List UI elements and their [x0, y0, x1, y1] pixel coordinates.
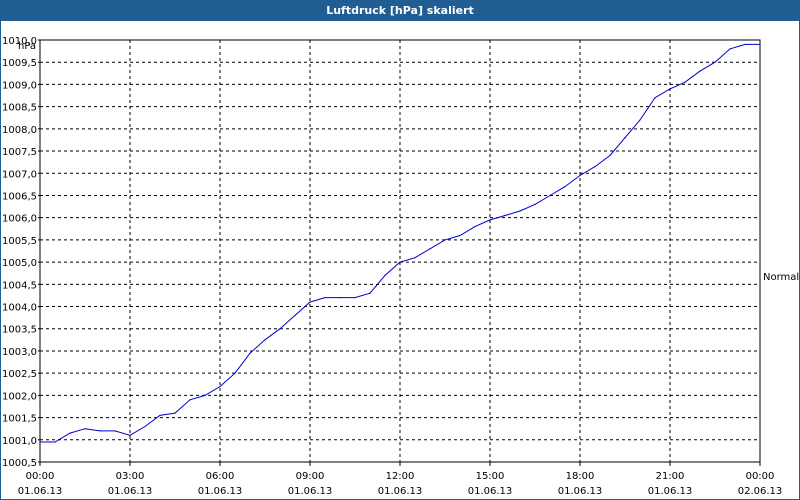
x-tick-time: 18:00: [566, 471, 595, 482]
data-point: [534, 203, 536, 205]
y-tick-label: 1001,5: [2, 414, 37, 425]
data-point: [39, 441, 41, 443]
data-point: [474, 225, 476, 228]
data-point: [504, 214, 506, 217]
x-tick-time: 09:00: [296, 471, 325, 482]
y-tick-label: 1004,0: [2, 303, 37, 314]
data-point: [204, 394, 206, 396]
data-point: [99, 430, 101, 432]
x-tick-date: 01.06.13: [468, 486, 513, 497]
y-tick-label: 1007,0: [2, 169, 37, 180]
data-point: [519, 210, 521, 212]
data-point: [279, 328, 281, 330]
data-point: [129, 434, 131, 436]
y-tick-label: 1004,5: [2, 280, 37, 291]
x-tick-time: 15:00: [476, 471, 505, 482]
data-point: [549, 194, 551, 197]
y-tick-label: 1010,0: [2, 36, 37, 47]
data-point: [264, 339, 266, 341]
x-tick-date: 01.06.13: [108, 486, 153, 497]
data-point: [384, 274, 386, 277]
data-point: [309, 301, 311, 303]
data-point: [714, 61, 716, 63]
y-tick-label: 1009,5: [2, 58, 37, 69]
y-tick-label: 1006,0: [2, 214, 37, 225]
data-point: [624, 137, 626, 139]
axes: [38, 39, 761, 466]
y-tick-label: 1005,5: [2, 236, 37, 247]
data-point: [684, 81, 686, 83]
x-tick-date: 01.06.13: [378, 486, 423, 497]
data-point: [594, 166, 596, 168]
x-tick-date: 01.06.13: [18, 486, 63, 497]
data-point: [759, 43, 761, 46]
normal-reference-label: Normal: [763, 272, 799, 283]
tick-labels: 1000,5 1001,0 1001,5 1002,0 1002,5 1003,0 1003…: [2, 36, 799, 497]
data-point: [669, 88, 671, 90]
y-tick-label: 1000,5: [2, 458, 37, 469]
y-tick-label: 1006,5: [2, 191, 37, 202]
data-point: [699, 70, 701, 72]
data-point: [444, 239, 446, 241]
data-point: [729, 48, 731, 50]
chart-title: Luftdruck [hPa] skaliert: [1, 1, 799, 21]
data-point: [744, 43, 746, 46]
x-tick-time: 03:00: [116, 471, 145, 482]
data-point: [249, 352, 251, 354]
y-axis-unit: hPa: [18, 41, 36, 52]
y-tick-label: 1003,0: [2, 347, 37, 358]
x-tick-time: 21:00: [656, 471, 685, 482]
x-tick-date: 01.06.13: [198, 486, 243, 497]
data-point: [189, 399, 191, 401]
y-tick-label: 1008,0: [2, 125, 37, 136]
data-point: [459, 234, 461, 237]
data-point: [354, 297, 356, 299]
data-point: [159, 414, 161, 416]
x-tick-date: 01.06.13: [648, 486, 693, 497]
data-point: [69, 432, 71, 434]
data-point: [489, 219, 491, 221]
x-tick-time: 00:00: [746, 471, 775, 482]
y-tick-label: 1003,5: [2, 325, 37, 336]
data-point: [639, 119, 641, 121]
data-point: [234, 372, 236, 374]
y-tick-label: 1001,0: [2, 436, 37, 447]
data-point: [294, 314, 296, 317]
grid: [40, 39, 760, 463]
data-point: [144, 425, 146, 428]
x-tick-time: 06:00: [206, 471, 235, 482]
y-tick-label: 1002,0: [2, 391, 37, 402]
x-tick-time: 12:00: [386, 471, 415, 482]
y-tick-label: 1008,5: [2, 103, 37, 114]
x-tick-date: 01.06.13: [288, 486, 333, 497]
data-point: [579, 174, 581, 177]
y-tick-label: 1009,0: [2, 80, 37, 91]
data-point: [429, 248, 431, 250]
x-tick-date: 01.06.13: [558, 486, 603, 497]
series-layer: [39, 43, 761, 443]
y-tick-label: 1007,5: [2, 147, 37, 158]
x-tick-date: 02.06.13: [738, 486, 783, 497]
data-point: [114, 430, 116, 432]
y-tick-label: 1005,0: [2, 258, 37, 269]
data-point: [654, 97, 656, 99]
plot-border: [39, 39, 761, 463]
data-point: [564, 185, 566, 188]
data-point: [399, 261, 401, 263]
data-point: [219, 385, 221, 388]
data-point: [174, 412, 176, 414]
x-tick-time: 00:00: [26, 471, 55, 482]
data-point: [609, 154, 611, 157]
data-point: [84, 428, 86, 430]
data-point: [324, 297, 326, 299]
data-point: [339, 297, 341, 299]
data-point: [414, 257, 416, 259]
y-tick-label: 1002,5: [2, 369, 37, 380]
data-point: [54, 441, 56, 443]
data-point: [369, 292, 371, 294]
